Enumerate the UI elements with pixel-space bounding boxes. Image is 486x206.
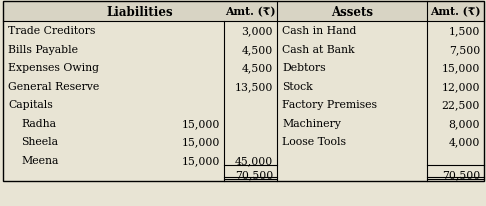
Text: Machinery: Machinery [282, 118, 341, 128]
Text: General Reserve: General Reserve [8, 81, 99, 91]
Text: 3,000: 3,000 [242, 26, 273, 36]
Text: Cash at Bank: Cash at Bank [282, 44, 355, 54]
Text: 70,500: 70,500 [235, 169, 273, 179]
Text: 12,000: 12,000 [441, 81, 480, 91]
Text: Amt. (₹): Amt. (₹) [225, 6, 276, 18]
Text: 70,500: 70,500 [442, 169, 480, 179]
Text: 4,500: 4,500 [242, 63, 273, 73]
Text: Meena: Meena [21, 155, 58, 165]
Text: 4,500: 4,500 [242, 44, 273, 54]
Bar [3, 2, 484, 181]
Text: 4,000: 4,000 [449, 137, 480, 146]
Text: Sheela: Sheela [21, 137, 58, 146]
Text: 13,500: 13,500 [235, 81, 273, 91]
Text: Factory Premises: Factory Premises [282, 100, 377, 110]
Text: Cash in Hand: Cash in Hand [282, 26, 356, 36]
Text: Assets: Assets [331, 6, 373, 18]
Text: 1,500: 1,500 [449, 26, 480, 36]
Text: 15,000: 15,000 [182, 137, 220, 146]
Text: Capitals: Capitals [8, 100, 53, 110]
Text: Liabilities: Liabilities [107, 6, 174, 18]
Text: Debtors: Debtors [282, 63, 326, 73]
Text: Radha: Radha [21, 118, 56, 128]
Text: 7,500: 7,500 [449, 44, 480, 54]
Text: 8,000: 8,000 [449, 118, 480, 128]
Text: 45,000: 45,000 [235, 155, 273, 165]
Text: Stock: Stock [282, 81, 313, 91]
Text: Trade Creditors: Trade Creditors [8, 26, 95, 36]
Text: Expenses Owing: Expenses Owing [8, 63, 99, 73]
Text: Loose Tools: Loose Tools [282, 137, 346, 146]
Text: Bills Payable: Bills Payable [8, 44, 78, 54]
Bar [3, 2, 484, 22]
Text: 15,000: 15,000 [182, 155, 220, 165]
Text: 15,000: 15,000 [442, 63, 480, 73]
Text: 15,000: 15,000 [182, 118, 220, 128]
Text: 22,500: 22,500 [442, 100, 480, 110]
Text: Amt. (₹): Amt. (₹) [430, 6, 481, 18]
